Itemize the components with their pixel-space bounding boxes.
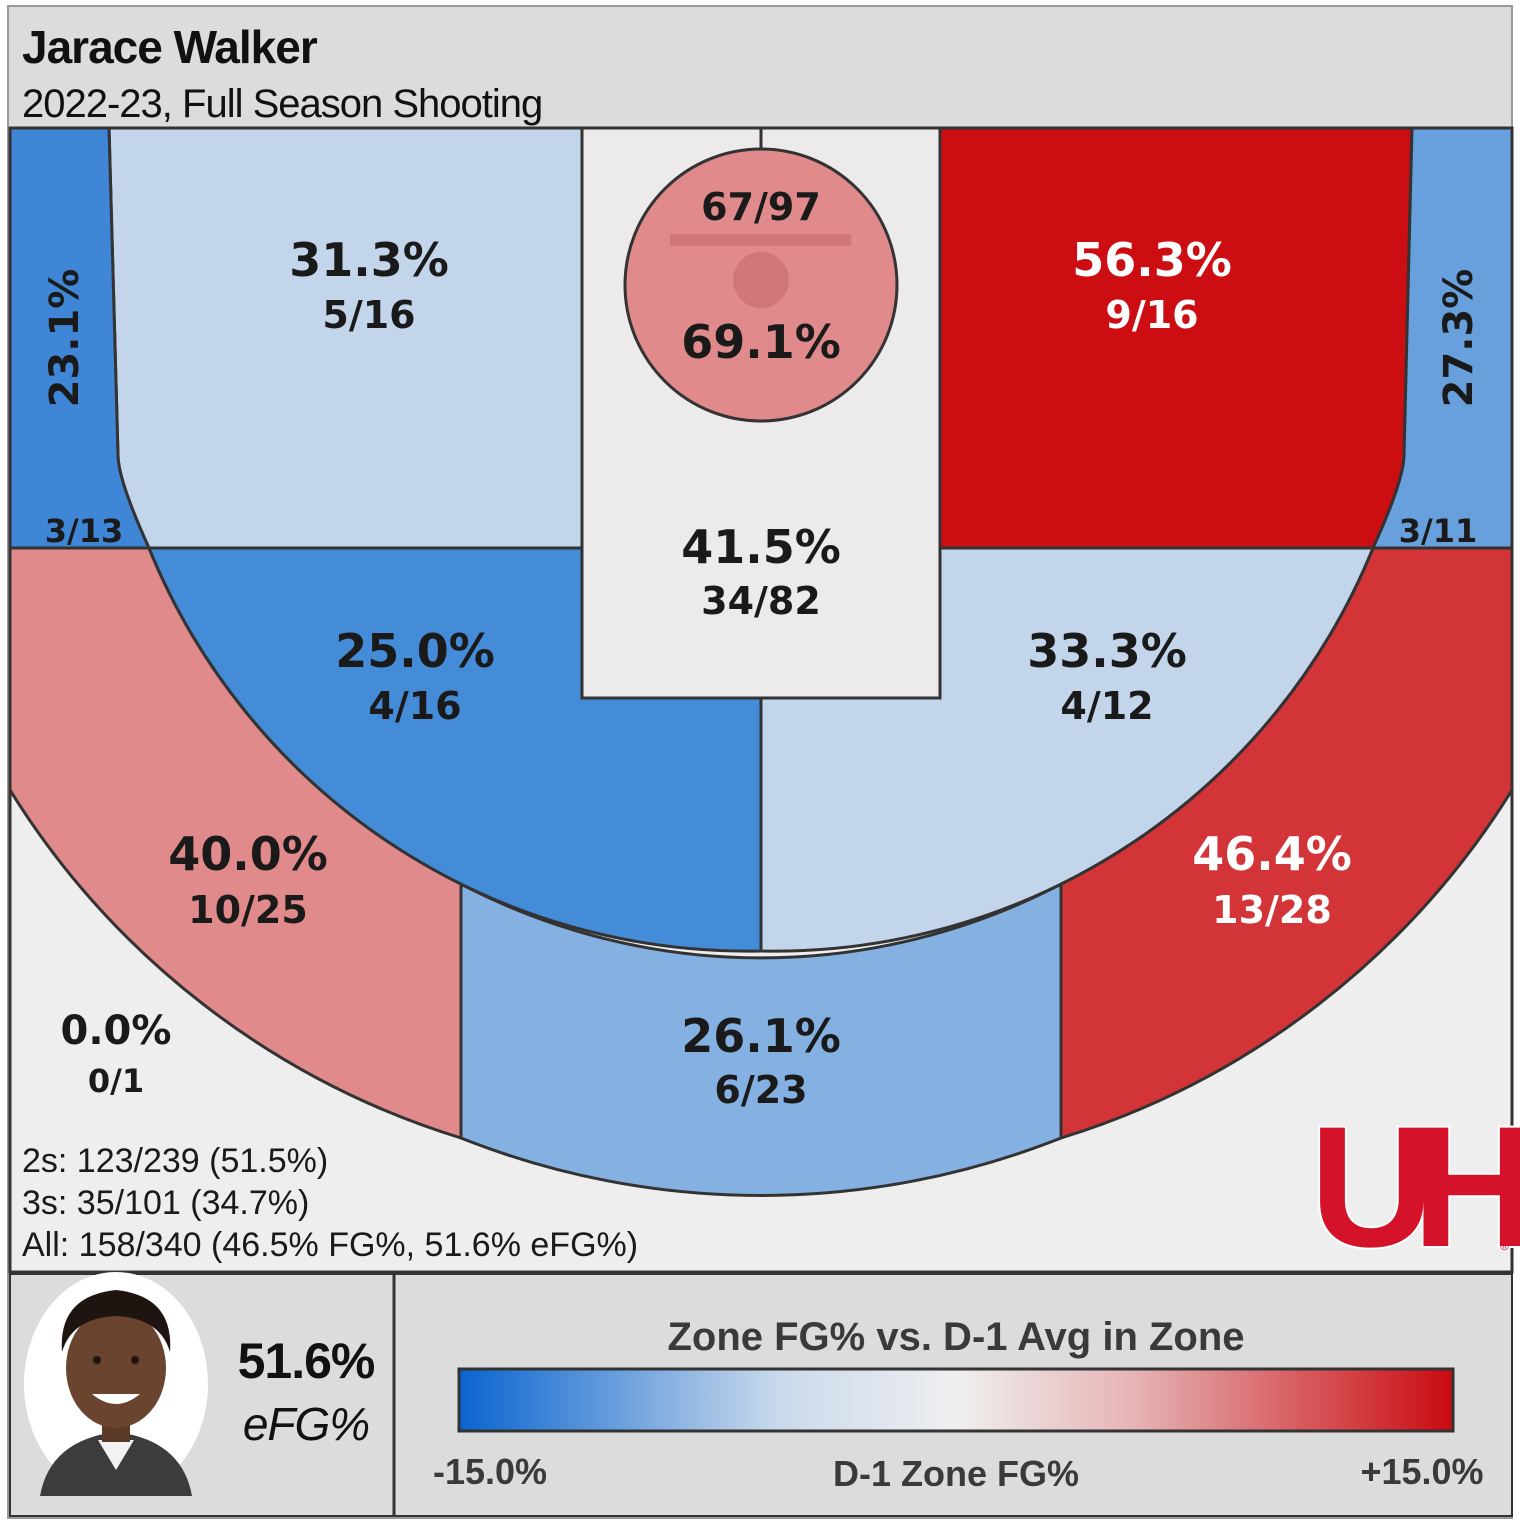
zone-label-right-corner-3-pct: 27.3% bbox=[1436, 269, 1482, 408]
zone-left-corner-3 bbox=[10, 128, 152, 550]
zone-label-right-baseline-2-pct: 56.3% bbox=[1072, 233, 1232, 287]
zone-label-left-corner-3-frac: 3/13 bbox=[45, 512, 123, 550]
zone-label-right-elbow-2-pct: 33.3% bbox=[1027, 624, 1187, 678]
zone-label-left-elbow-2-frac: 4/16 bbox=[368, 684, 461, 728]
headshot-left-eye bbox=[93, 1356, 101, 1364]
zone-label-right-corner-3-frac: 3/11 bbox=[1399, 512, 1477, 550]
logo-registered-mark: ® bbox=[1500, 1239, 1509, 1253]
uh-logo: UH ® bbox=[1308, 1089, 1520, 1285]
headshot-hair bbox=[61, 1290, 171, 1352]
legend-min-label: -15.0% bbox=[433, 1451, 547, 1492]
zone-label-right-wing-3-pct: 46.4% bbox=[1192, 827, 1352, 881]
zone-label-heave-frac: 0/1 bbox=[88, 1062, 144, 1100]
summary-threes: 3s: 35/101 (34.7%) bbox=[22, 1184, 309, 1222]
zone-label-paint-frac: 34/82 bbox=[701, 579, 821, 623]
player-efg-label: eFG% bbox=[243, 1398, 369, 1450]
zone-label-left-baseline-2-frac: 5/16 bbox=[322, 293, 415, 337]
zone-label-rim-pct: 69.1% bbox=[681, 315, 841, 369]
zone-left-elbow-2 bbox=[146, 546, 763, 953]
court bbox=[10, 128, 1512, 1272]
zone-label-rim-frac: 67/97 bbox=[701, 185, 821, 229]
summary-all: All: 158/340 (46.5% FG%, 51.6% eFG%) bbox=[22, 1226, 638, 1264]
backboard bbox=[670, 234, 851, 246]
zone-label-left-wing-3-pct: 40.0% bbox=[168, 827, 328, 881]
zone-label-left-wing-3-frac: 10/25 bbox=[188, 888, 308, 932]
shooting-summary: 2s: 123/239 (51.5%) 3s: 35/101 (34.7%) A… bbox=[22, 1142, 638, 1264]
zone-label-right-elbow-2-frac: 4/12 bbox=[1060, 684, 1153, 728]
legend-title: Zone FG% vs. D-1 Avg in Zone bbox=[667, 1315, 1244, 1359]
zone-label-right-wing-3-frac: 13/28 bbox=[1212, 888, 1332, 932]
color-legend: Zone FG% vs. D-1 Avg in Zone -15.0% D-1 … bbox=[433, 1315, 1484, 1494]
headshot-right-eye bbox=[131, 1356, 139, 1364]
zone-labels: 31.3% 5/16 67/97 69.1% 56.3% 9/16 41.5% … bbox=[42, 185, 1482, 1112]
summary-twos: 2s: 123/239 (51.5%) bbox=[22, 1142, 328, 1180]
zone-left-baseline-2 bbox=[107, 128, 584, 550]
headshot-face bbox=[66, 1308, 166, 1428]
page-subtitle: 2022-23, Full Season Shooting bbox=[22, 82, 542, 126]
zone-label-heave-pct: 0.0% bbox=[61, 1008, 172, 1054]
zone-right-elbow-2 bbox=[759, 546, 1376, 953]
zone-right-baseline-2 bbox=[938, 128, 1414, 550]
zone-label-left-corner-3-pct: 23.1% bbox=[42, 269, 88, 408]
headshot-collar bbox=[98, 1440, 134, 1470]
headshot-smile bbox=[92, 1394, 140, 1404]
legend-colorbar bbox=[457, 1367, 1455, 1433]
legend-max-label: +15.0% bbox=[1360, 1451, 1483, 1492]
zone-label-right-baseline-2-frac: 9/16 bbox=[1105, 293, 1198, 337]
logo-wordmark: UH bbox=[1310, 1091, 1520, 1283]
hoop bbox=[733, 252, 789, 308]
zone-right-corner-3 bbox=[1370, 128, 1512, 550]
court-border bbox=[8, 126, 1514, 1274]
zone-label-left-baseline-2-pct: 31.3% bbox=[289, 233, 449, 287]
page-title: Jarace Walker bbox=[22, 21, 318, 73]
player-headshot bbox=[24, 1272, 208, 1496]
zone-label-top-key-3-frac: 6/23 bbox=[714, 1068, 807, 1112]
zone-label-left-elbow-2-pct: 25.0% bbox=[335, 624, 495, 678]
player-efg-value: 51.6% bbox=[238, 1333, 375, 1389]
legend-mid-label: D-1 Zone FG% bbox=[833, 1453, 1079, 1494]
zone-label-paint-pct: 41.5% bbox=[681, 520, 841, 574]
zone-label-top-key-3-pct: 26.1% bbox=[681, 1009, 841, 1063]
